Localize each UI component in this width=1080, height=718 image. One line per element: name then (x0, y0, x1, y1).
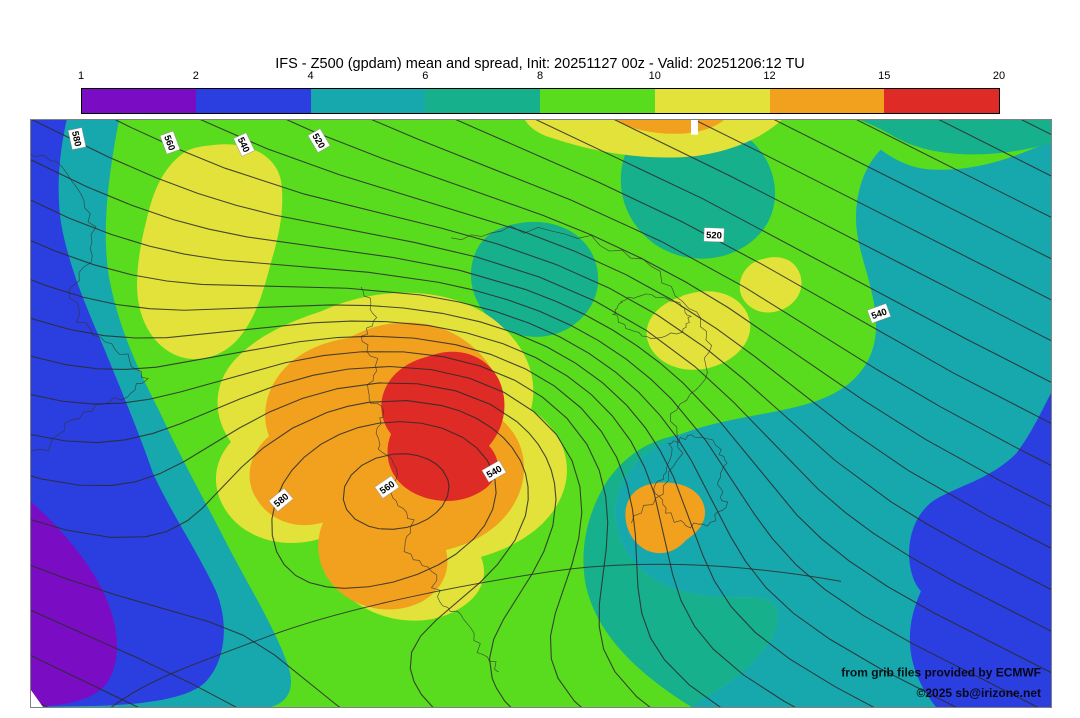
svg-text:520: 520 (706, 229, 722, 240)
svg-text:©2025 sb@irizone.net: ©2025 sb@irizone.net (917, 686, 1041, 700)
svg-text:from grib files provided by EC: from grib files provided by ECMWF (841, 666, 1041, 680)
